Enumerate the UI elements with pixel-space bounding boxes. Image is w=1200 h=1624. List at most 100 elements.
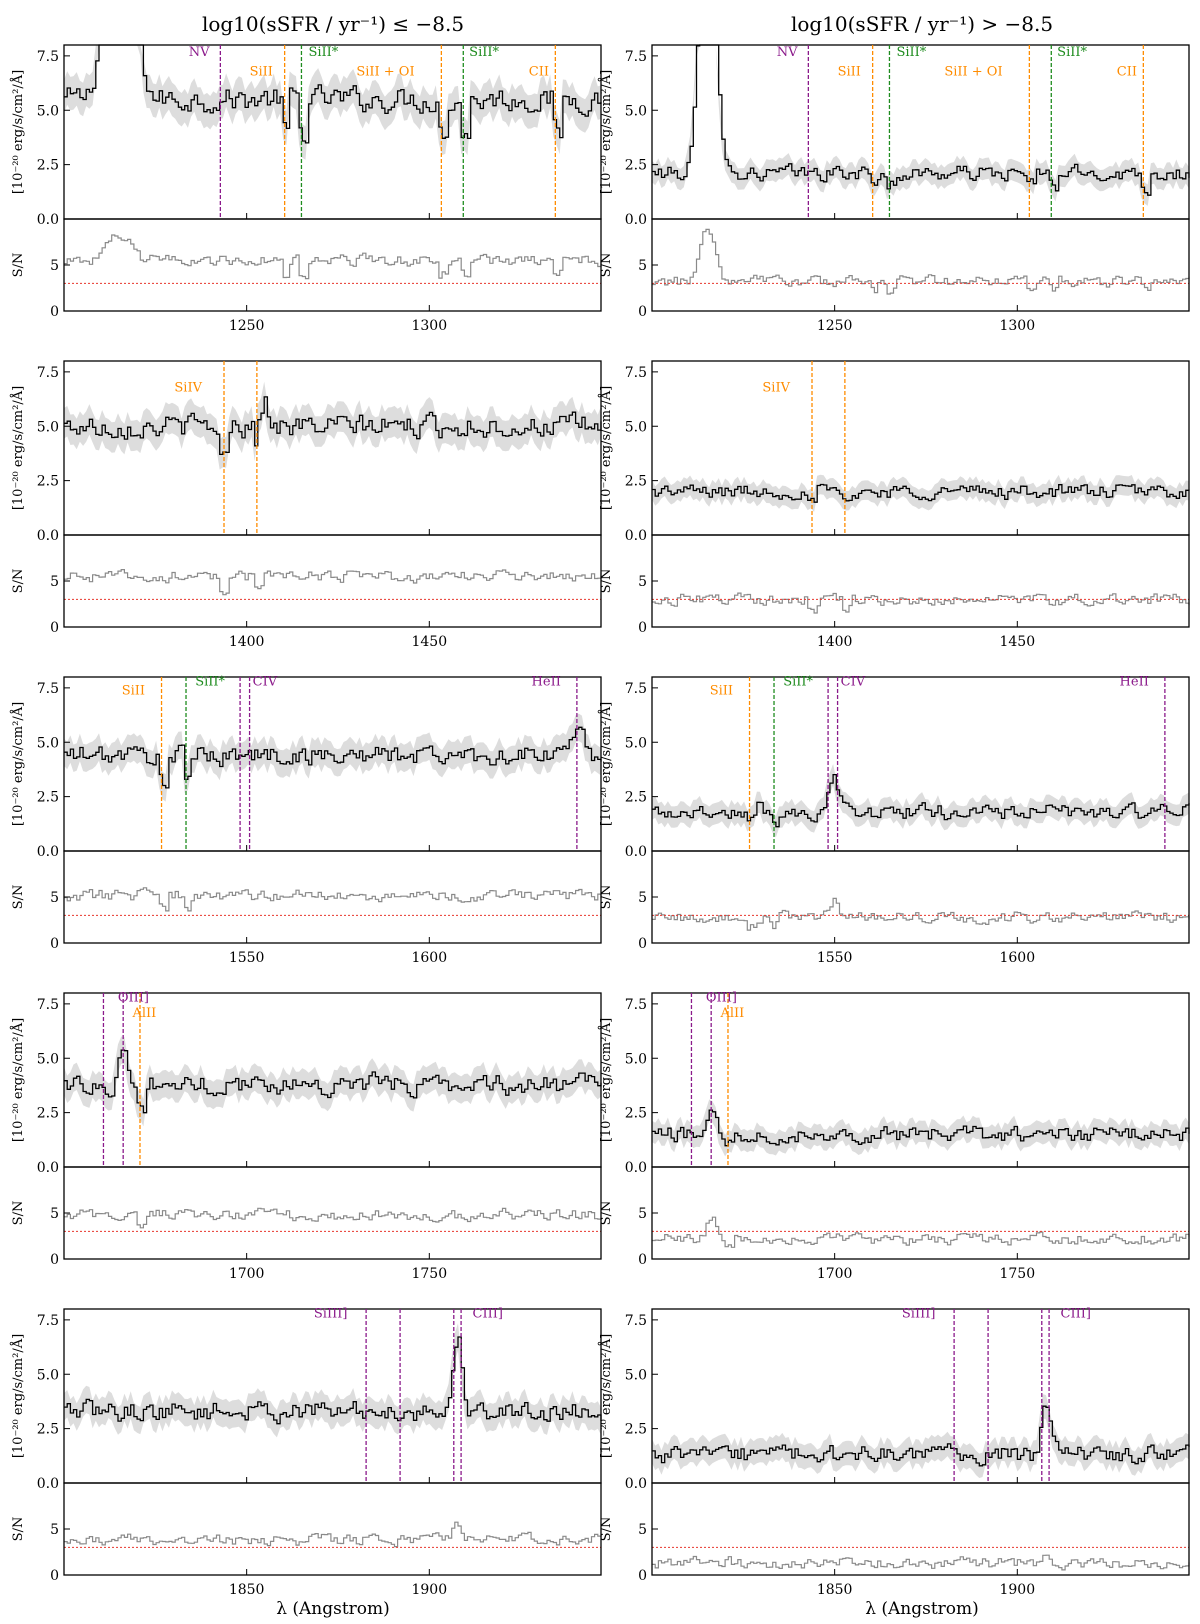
sn-curve (652, 592, 1190, 614)
flux-error-band (652, 474, 1189, 512)
flux-spectrum (64, 1049, 602, 1114)
sn-curve (652, 897, 1190, 931)
xtick-label: 1550 (817, 950, 853, 966)
panel-grid: NV SiII SiII* SiII + OI SiII* CII 0.0 2.5 5.0 7.5… (10, 44, 1190, 1598)
xtick-label: 1300 (999, 318, 1035, 334)
spectrum-panel-r2-c0: SiII SiII* CIV HeII 0.0 2.5 5.0 7.5 0 5 1550 1600 [1… (10, 675, 602, 966)
sn-ytick-label: 5 (638, 1522, 647, 1538)
flux-ytick-label: 0.0 (625, 212, 647, 228)
spectral-line-label: CIII] (1061, 1307, 1091, 1322)
sn-ytick-label: 0 (50, 1252, 59, 1268)
sn-ylabel: S/N (11, 569, 26, 594)
flux-ytick-label: 0.0 (37, 212, 59, 228)
sn-ylabel: S/N (599, 569, 614, 594)
flux-ytick-label: 5.0 (37, 1051, 59, 1067)
flux-ytick-label: 0.0 (625, 844, 647, 860)
spectral-line-label: SiII + OI (356, 64, 414, 79)
xtick-label: 1850 (817, 1582, 853, 1598)
sn-axes (651, 218, 1190, 312)
xtick-label: 1600 (999, 950, 1035, 966)
xtick-label: 1750 (999, 1266, 1035, 1282)
flux-ytick-label: 0.0 (625, 528, 647, 544)
spectral-line-label: SiII (710, 683, 733, 698)
sn-ylabel: S/N (11, 1201, 26, 1226)
spectral-line-label: SiII* (783, 675, 813, 690)
xtick-label: 1700 (229, 1266, 265, 1282)
sn-axes (63, 534, 602, 628)
xtick-label: 1450 (411, 634, 447, 650)
sn-ytick-label: 5 (638, 258, 647, 274)
spectral-line-label: OIII] (118, 991, 149, 1006)
xtick-label: 1700 (817, 1266, 853, 1282)
flux-spectrum (64, 396, 602, 456)
flux-ylabel: [10⁻²⁰ erg/s/cm²/Å] (10, 70, 26, 194)
flux-ylabel: [10⁻²⁰ erg/s/cm²/Å] (598, 702, 614, 826)
sn-ytick-label: 5 (50, 1206, 59, 1222)
xtick-label: 1400 (229, 634, 265, 650)
flux-ytick-label: 7.5 (625, 997, 647, 1013)
flux-ytick-label: 5.0 (37, 419, 59, 435)
spectral-line-label: CII (529, 64, 549, 79)
sn-ytick-label: 5 (50, 1522, 59, 1538)
flux-error-band (652, 1394, 1189, 1478)
spectrum-panel-r0-c0: NV SiII SiII* SiII + OI SiII* CII 0.0 2.5 5.0 7.5… (10, 44, 602, 334)
xtick-label: 1250 (229, 318, 265, 334)
spectral-line-label: CIV (253, 675, 278, 690)
sn-ytick-label: 5 (50, 890, 59, 906)
spectral-line-label: CII (1117, 64, 1137, 79)
sn-ytick-label: 0 (50, 936, 59, 952)
spectral-line-label: CIII] (473, 1307, 503, 1322)
column-title-left: log10(sSFR / yr⁻¹) ≤ −8.5 (202, 12, 464, 36)
spectral-line-label: SiIII] (314, 1307, 348, 1322)
sn-axes (651, 534, 1190, 628)
xtick-label: 1900 (411, 1582, 447, 1598)
spectral-line-label: OIII] (706, 991, 737, 1006)
xtick-label: 1850 (229, 1582, 265, 1598)
flux-ytick-label: 7.5 (37, 681, 59, 697)
sn-curve (652, 1216, 1190, 1248)
sn-axes (63, 850, 602, 944)
flux-ytick-label: 5.0 (625, 1367, 647, 1383)
spectrum-panel-r0-c1: NV SiII SiII* SiII + OI SiII* CII 0.0 2.5 5.0 7.5… (598, 44, 1190, 334)
flux-ytick-label: 7.5 (37, 997, 59, 1013)
sn-ytick-label: 0 (50, 304, 59, 320)
sn-ytick-label: 5 (638, 890, 647, 906)
flux-ytick-label: 0.0 (37, 1476, 59, 1492)
sn-ytick-label: 0 (50, 1568, 59, 1584)
flux-ytick-label: 0.0 (37, 844, 59, 860)
spectral-line-label: AlII (719, 1006, 744, 1021)
sn-ylabel: S/N (11, 253, 26, 278)
xtick-label: 1450 (999, 634, 1035, 650)
flux-ytick-label: 0.0 (37, 528, 59, 544)
sn-ylabel: S/N (11, 885, 26, 910)
flux-spectrum (64, 1336, 602, 1425)
spectral-line-label: SiII (838, 64, 861, 79)
flux-error-band (64, 1036, 601, 1127)
flux-error-band (64, 45, 601, 160)
flux-ytick-label: 7.5 (37, 1313, 59, 1329)
sn-ylabel: S/N (11, 1517, 26, 1542)
flux-ytick-label: 2.5 (37, 790, 59, 806)
spectral-line-label: CIV (841, 675, 866, 690)
sn-ylabel: S/N (599, 885, 614, 910)
flux-ytick-label: 5.0 (37, 735, 59, 751)
spectral-line-label: SiIII] (902, 1307, 936, 1322)
flux-ytick-label: 2.5 (37, 1106, 59, 1122)
spectral-line-label: AlII (131, 1006, 156, 1021)
spectral-line-label: SiII + OI (944, 64, 1002, 79)
spectral-line-label: SiII* (195, 675, 225, 690)
flux-ytick-label: 5.0 (37, 103, 59, 119)
flux-ytick-label: 2.5 (37, 1422, 59, 1438)
xtick-label: 1750 (411, 1266, 447, 1282)
spectral-line-label: SiIV (174, 380, 202, 395)
x-axis-label-left: λ (Angstrom) (276, 1599, 390, 1619)
flux-error-band (64, 1323, 601, 1438)
xtick-label: 1900 (999, 1582, 1035, 1598)
sn-curve (652, 228, 1190, 295)
spectral-line-label: SiII* (308, 45, 338, 60)
spectral-line-label: SiII* (1057, 45, 1087, 60)
flux-ytick-label: 2.5 (625, 158, 647, 174)
sn-ytick-label: 0 (638, 304, 647, 320)
sn-ytick-label: 0 (638, 1252, 647, 1268)
spectrum-panel-r3-c0: OIII]AlII 0.0 2.5 5.0 7.5 0 5 1700 1750 [10⁻²⁰ er… (10, 991, 602, 1282)
